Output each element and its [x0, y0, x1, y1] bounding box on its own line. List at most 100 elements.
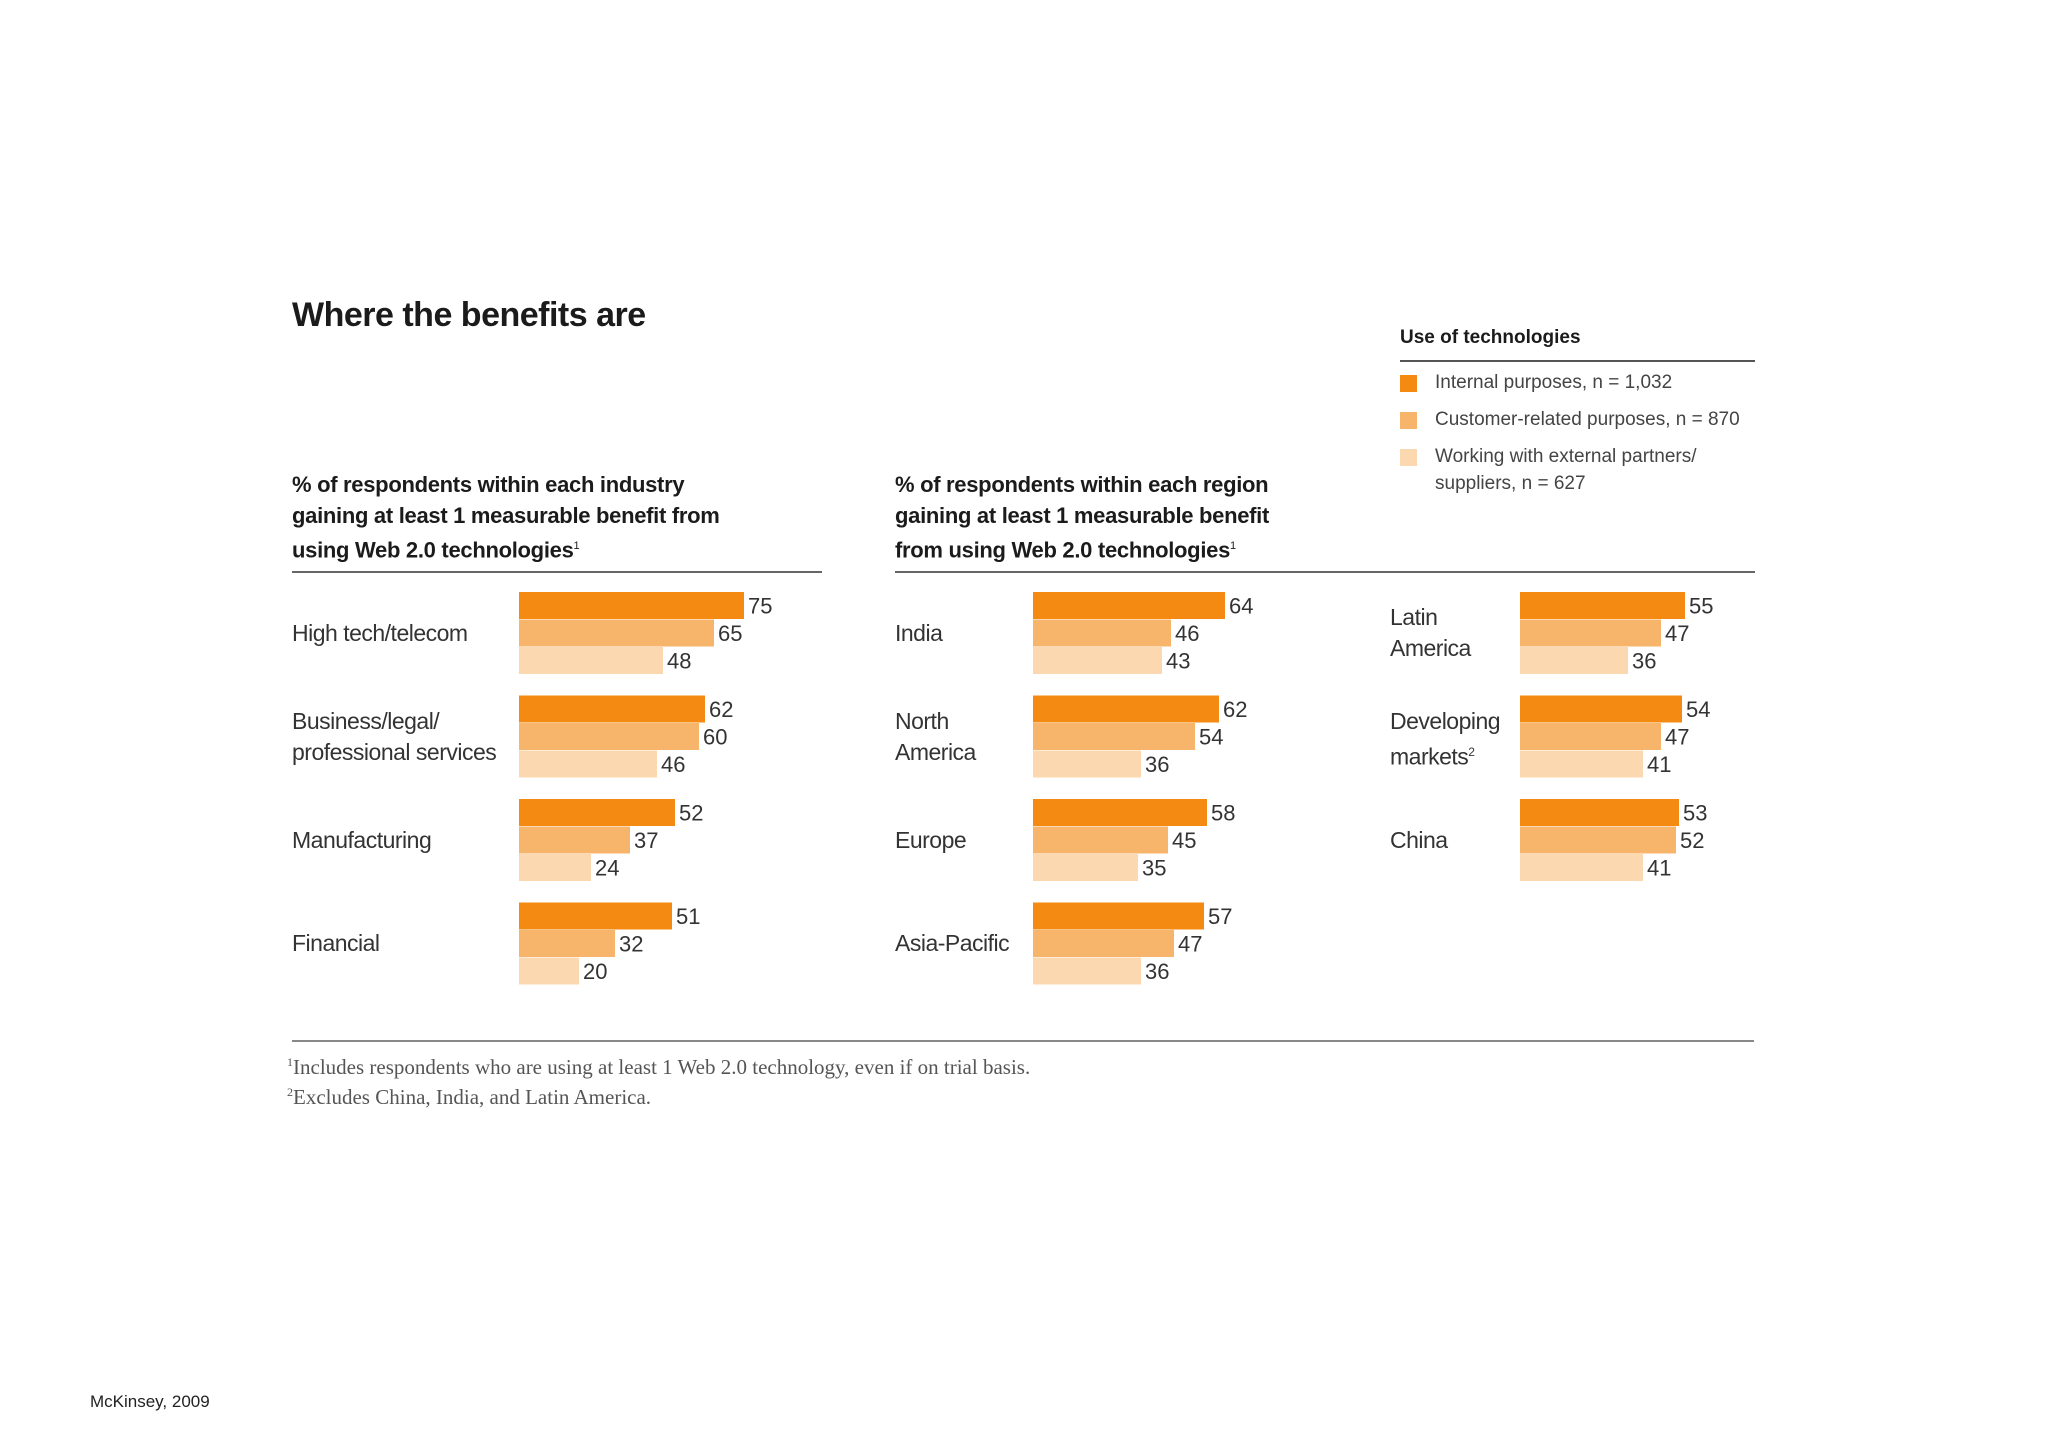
bar-region-b-g1-s1 [1520, 723, 1661, 750]
legend-label-partners-line2: suppliers, n = 627 [1435, 473, 1586, 494]
category-label-region-b-0: Latin America [1390, 602, 1471, 664]
legend-label-partners: Working with external partners/ supplier… [1435, 443, 1697, 497]
data-label-industry-g3-s2: 20 [583, 959, 607, 984]
bar-region-a-g1-s2 [1033, 750, 1141, 778]
category-label-industry-3: Financial [292, 928, 380, 959]
industry-panel-subtitle: % of respondents within each industry ga… [292, 469, 720, 565]
legend-label-customer: Customer-related purposes, n = 870 [1435, 409, 1740, 430]
industry-subtitle-footnote-mark: 1 [573, 540, 580, 552]
region-subtitle-line2: gaining at least 1 measurable benefit [895, 503, 1270, 528]
category-label-region-a-3: Asia-Pacific [895, 928, 1010, 959]
industry-subtitle-line1: % of respondents within each industry [292, 472, 685, 497]
bar-region-a-g0-s0 [1033, 592, 1225, 619]
region-panel-rule [895, 571, 1755, 573]
category-label-industry-2: Manufacturing [292, 825, 432, 856]
category-footnote-mark: 2 [1468, 744, 1475, 759]
bar-region-b-g2-s0 [1520, 799, 1679, 826]
bar-industry-g3-s0 [519, 902, 672, 930]
footnote-2-mark: 2 [287, 1085, 293, 1099]
category-label-industry-1: Business/legal/professional services [292, 706, 497, 768]
data-label-industry-g1-s0: 62 [709, 697, 733, 722]
bar-industry-g1-s0 [519, 695, 705, 723]
data-label-region-a-g3-s0: 57 [1208, 904, 1232, 929]
bar-region-b-g0-s1 [1520, 619, 1661, 647]
bar-region-a-g2-s0 [1033, 799, 1207, 826]
bar-region-b-g0-s0 [1520, 592, 1685, 619]
legend-label-internal: Internal purposes, n = 1,032 [1435, 372, 1673, 393]
data-label-region-a-g2-s1: 45 [1172, 828, 1196, 853]
bar-region-a-g0-s2 [1033, 647, 1162, 674]
footnote-1-mark: 1 [287, 1055, 293, 1069]
region-panel-subtitle: % of respondents within each region gain… [895, 469, 1269, 565]
data-label-region-b-g1-s0: 54 [1686, 697, 1710, 722]
bar-industry-g2-s2 [519, 854, 591, 881]
data-label-industry-g1-s1: 60 [703, 725, 727, 750]
data-label-industry-g2-s1: 37 [634, 828, 658, 853]
bar-industry-g1-s2 [519, 750, 657, 778]
category-label-line: China [1390, 826, 1448, 853]
data-label-region-b-g2-s0: 53 [1683, 801, 1707, 826]
legend-label-partners-line1: Working with external partners/ [1435, 446, 1697, 467]
footnote-2: 2Excludes China, India, and Latin Americ… [287, 1085, 651, 1110]
data-label-region-b-g0-s1: 47 [1665, 621, 1689, 646]
bar-region-a-g3-s2 [1033, 957, 1141, 985]
footnote-1: 1Includes respondents who are using at l… [287, 1055, 1030, 1080]
data-label-region-b-g0-s2: 36 [1632, 649, 1656, 674]
bar-industry-g2-s0 [519, 799, 675, 826]
category-label-line: Developing [1390, 707, 1501, 734]
bar-region-b-g2-s2 [1520, 854, 1643, 881]
footnote-divider [292, 1040, 1754, 1042]
category-label-line: Business/legal/ [292, 707, 440, 734]
data-label-industry-g3-s0: 51 [676, 904, 700, 929]
source-credit: McKinsey, 2009 [90, 1392, 210, 1411]
category-label-industry-0: High tech/telecom [292, 618, 468, 649]
data-label-region-b-g0-s0: 55 [1689, 594, 1713, 619]
bar-region-a-g2-s2 [1033, 854, 1138, 881]
industry-panel-rule [292, 571, 822, 573]
bar-region-b-g2-s1 [1520, 826, 1676, 854]
category-label-line: America [895, 738, 976, 765]
category-label-line: Europe [895, 826, 967, 853]
bar-region-b-g1-s0 [1520, 695, 1682, 723]
chart-main-title: Where the benefits are [292, 296, 646, 334]
data-label-region-a-g1-s1: 54 [1199, 725, 1223, 750]
data-label-region-a-g0-s1: 46 [1175, 621, 1199, 646]
category-label-line: High tech/telecom [292, 619, 468, 646]
bar-region-a-g3-s1 [1033, 930, 1174, 957]
category-label-line: Latin [1390, 604, 1438, 631]
footnote-2-text: Excludes China, India, and Latin America… [293, 1085, 652, 1109]
category-label-region-a-0: India [895, 618, 943, 649]
category-label-line: markets [1390, 743, 1469, 770]
category-label-region-b-2: China [1390, 825, 1448, 856]
industry-subtitle-line3: using Web 2.0 technologies [292, 537, 574, 563]
legend-swatch-customer [1400, 412, 1417, 429]
data-label-region-b-g2-s2: 41 [1647, 856, 1671, 881]
legend-divider [1400, 360, 1755, 362]
bar-region-a-g2-s1 [1033, 826, 1168, 854]
data-label-region-b-g1-s1: 47 [1665, 725, 1689, 750]
data-label-industry-g1-s2: 46 [661, 752, 685, 777]
data-label-region-a-g1-s0: 62 [1223, 697, 1247, 722]
data-label-industry-g3-s1: 32 [619, 932, 643, 957]
category-label-region-a-2: Europe [895, 825, 967, 856]
region-subtitle-line3: from using Web 2.0 technologies [895, 537, 1231, 563]
category-label-region-a-1: North America [895, 706, 976, 768]
bar-region-a-g1-s0 [1033, 695, 1219, 723]
bar-industry-g1-s1 [519, 723, 699, 750]
data-label-region-a-g0-s0: 64 [1229, 594, 1253, 619]
industry-subtitle-line2: gaining at least 1 measurable benefit fr… [292, 503, 720, 528]
data-label-region-b-g2-s1: 52 [1680, 828, 1704, 853]
category-label-line: India [895, 619, 943, 646]
data-label-region-a-g0-s2: 43 [1166, 649, 1190, 674]
bar-industry-g3-s2 [519, 957, 579, 985]
bar-industry-g0-s1 [519, 619, 714, 647]
data-label-industry-g0-s0: 75 [748, 594, 772, 619]
legend-swatch-partners [1400, 449, 1417, 466]
category-label-line: North [895, 707, 949, 734]
bar-region-b-g1-s2 [1520, 750, 1643, 778]
category-label-line: Financial [292, 930, 380, 957]
category-label-line: America [1390, 635, 1471, 662]
data-label-region-a-g2-s2: 35 [1142, 856, 1166, 881]
bar-region-b-g0-s2 [1520, 647, 1628, 674]
